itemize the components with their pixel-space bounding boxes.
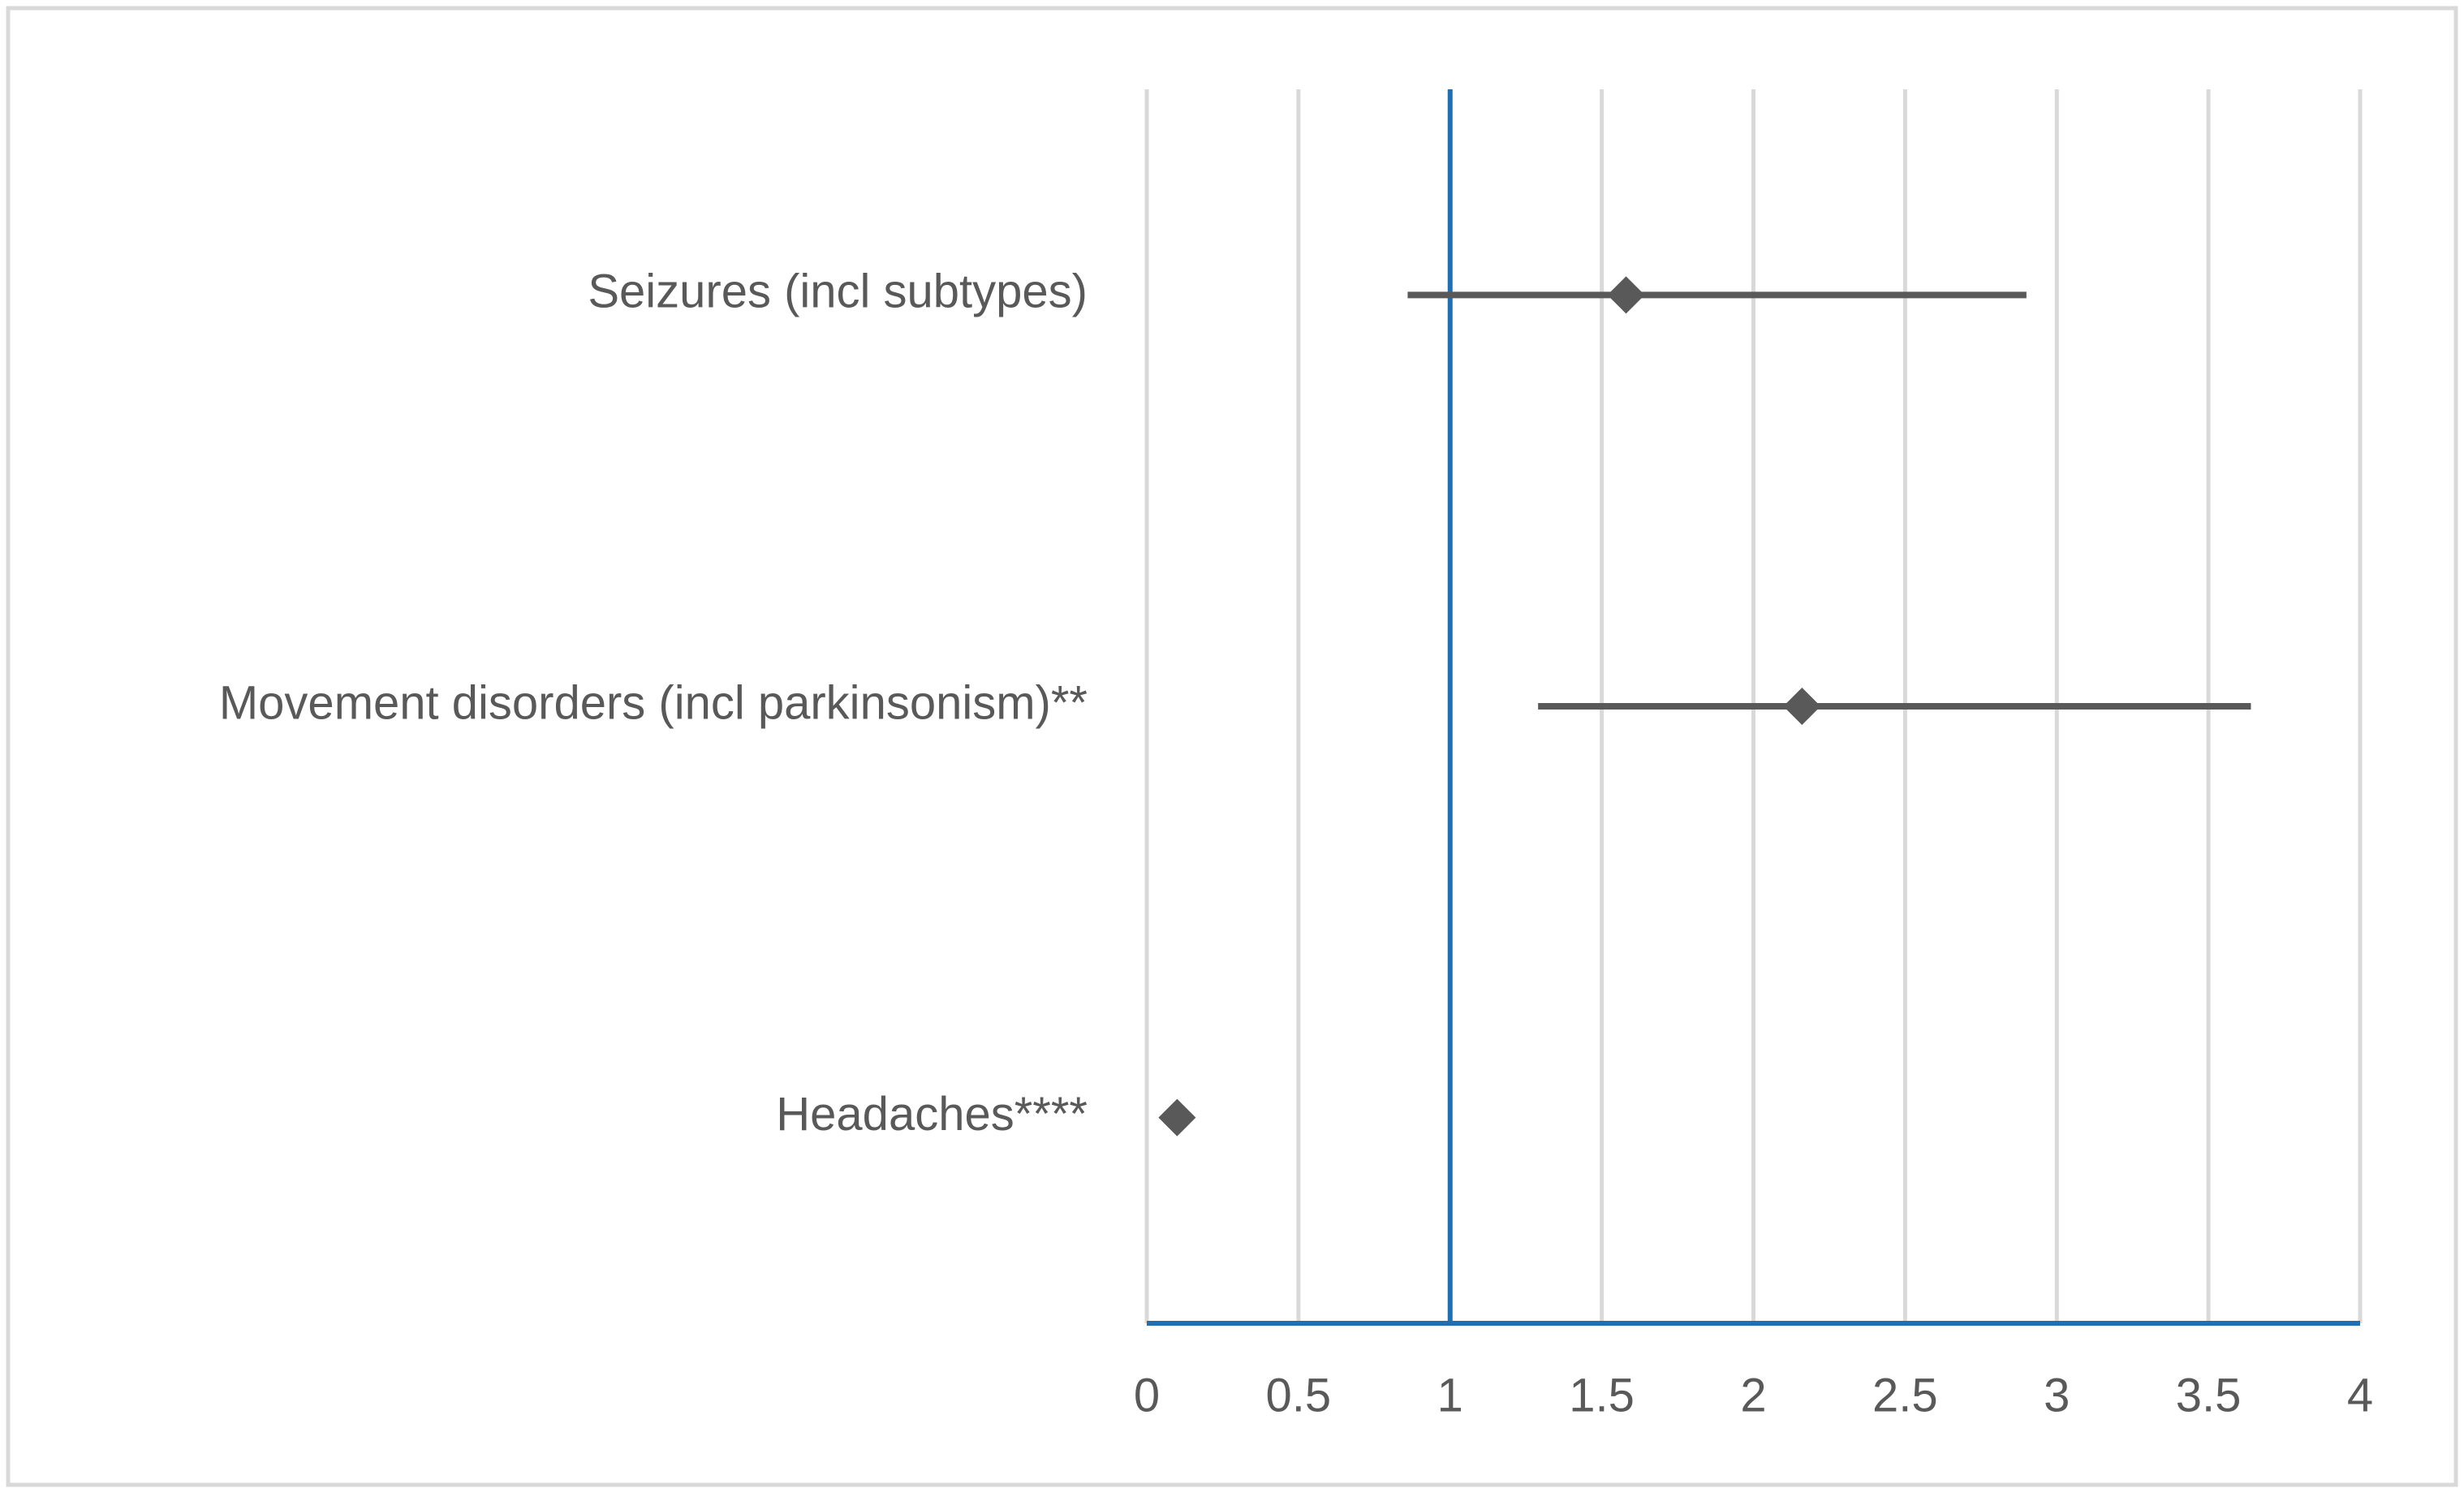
x-tick-label: 0.5: [1266, 1369, 1332, 1422]
point-estimate: [1607, 276, 1645, 314]
x-tick-label: 3: [2044, 1369, 2070, 1422]
x-tick-label: 1.5: [1569, 1369, 1635, 1422]
x-tick-label: 1: [1437, 1369, 1463, 1422]
y-tick-label: Headaches****: [776, 1088, 1088, 1141]
x-tick-label: 2.5: [1872, 1369, 1938, 1422]
x-tick-label: 0: [1134, 1369, 1160, 1422]
x-tick-label: 3.5: [2176, 1369, 2242, 1422]
x-tick-label: 4: [2347, 1369, 2373, 1422]
y-tick-label: Movement disorders (incl parkinsonism)**: [219, 676, 1088, 729]
y-tick-label: Seizures (incl subtypes): [588, 265, 1088, 318]
chart-frame: [6, 6, 2458, 1487]
point-estimate: [1158, 1098, 1196, 1137]
x-tick-label: 2: [1740, 1369, 1766, 1422]
point-estimate: [1783, 688, 1821, 725]
